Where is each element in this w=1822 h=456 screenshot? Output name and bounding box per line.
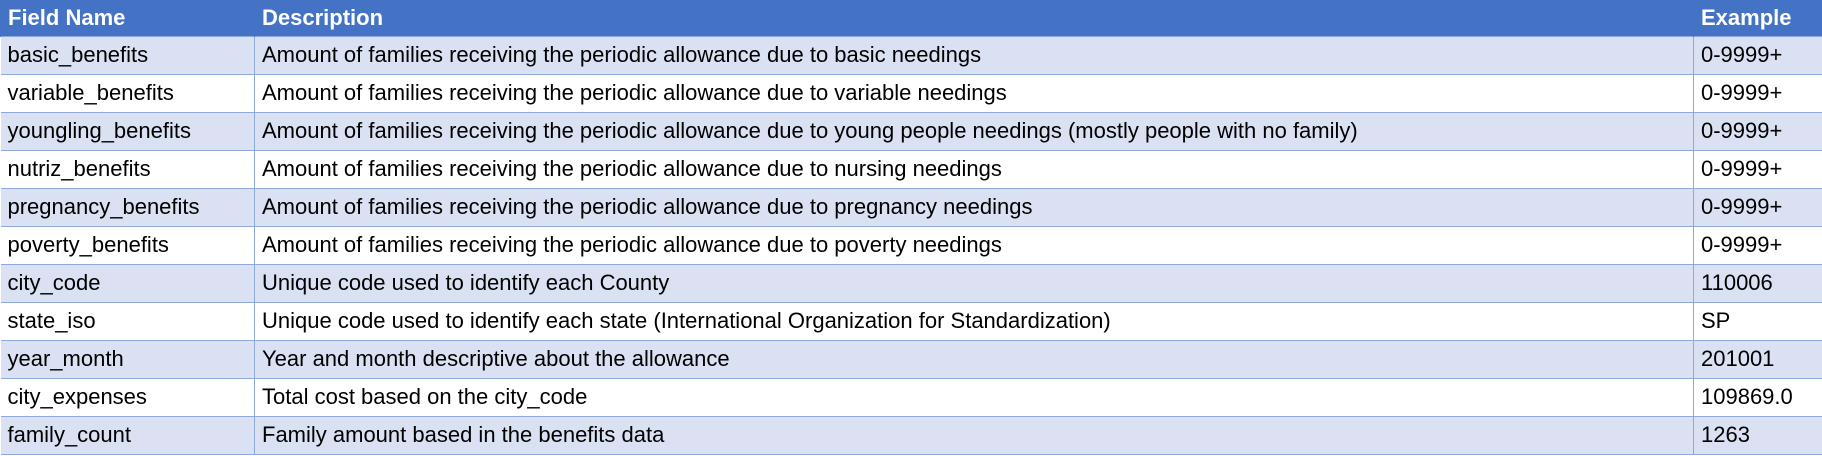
table-row[interactable]: state_iso Unique code used to identify e… bbox=[0, 301, 1822, 341]
example-cell[interactable]: 0-9999+ bbox=[1693, 225, 1822, 265]
description-cell[interactable]: Amount of families receiving the periodi… bbox=[254, 73, 1694, 113]
table-row[interactable]: nutriz_benefits Amount of families recei… bbox=[0, 149, 1822, 189]
table-body: basic_benefits Amount of families receiv… bbox=[0, 35, 1822, 455]
table-row[interactable]: city_code Unique code used to identify e… bbox=[0, 263, 1822, 303]
description-cell[interactable]: Amount of families receiving the periodi… bbox=[254, 35, 1694, 75]
table-header: Field Name Description Example bbox=[0, 0, 1822, 36]
description-cell[interactable]: Amount of families receiving the periodi… bbox=[254, 225, 1694, 265]
field-name-cell[interactable]: poverty_benefits bbox=[0, 225, 255, 265]
example-cell[interactable]: 0-9999+ bbox=[1693, 111, 1822, 151]
table-row[interactable]: year_month Year and month descriptive ab… bbox=[0, 339, 1822, 379]
field-name-cell[interactable]: youngling_benefits bbox=[0, 111, 255, 151]
field-name-header[interactable]: Field Name bbox=[0, 0, 255, 36]
description-cell[interactable]: Amount of families receiving the periodi… bbox=[254, 149, 1694, 189]
example-cell[interactable]: 0-9999+ bbox=[1693, 35, 1822, 75]
field-name-cell[interactable]: pregnancy_benefits bbox=[0, 187, 255, 227]
description-cell[interactable]: Unique code used to identify each state … bbox=[254, 301, 1694, 341]
table-row[interactable]: pregnancy_benefits Amount of families re… bbox=[0, 187, 1822, 227]
header-row: Field Name Description Example bbox=[0, 0, 1822, 36]
table-row[interactable]: basic_benefits Amount of families receiv… bbox=[0, 35, 1822, 75]
field-name-cell[interactable]: city_code bbox=[0, 263, 255, 303]
table-row[interactable]: poverty_benefits Amount of families rece… bbox=[0, 225, 1822, 265]
example-cell[interactable]: 0-9999+ bbox=[1693, 149, 1822, 189]
table-row[interactable]: family_count Family amount based in the … bbox=[0, 415, 1822, 455]
field-name-cell[interactable]: nutriz_benefits bbox=[0, 149, 255, 189]
field-name-cell[interactable]: basic_benefits bbox=[0, 35, 255, 75]
example-cell[interactable]: 201001 bbox=[1693, 339, 1822, 379]
description-cell[interactable]: Total cost based on the city_code bbox=[254, 377, 1694, 417]
field-name-cell[interactable]: variable_benefits bbox=[0, 73, 255, 113]
example-cell[interactable]: 109869.0 bbox=[1693, 377, 1822, 417]
description-cell[interactable]: Family amount based in the benefits data bbox=[254, 415, 1694, 455]
field-name-cell[interactable]: year_month bbox=[0, 339, 255, 379]
example-cell[interactable]: 1263 bbox=[1693, 415, 1822, 455]
field-name-cell[interactable]: family_count bbox=[0, 415, 255, 455]
description-cell[interactable]: Unique code used to identify each County bbox=[254, 263, 1694, 303]
table-row[interactable]: city_expenses Total cost based on the ci… bbox=[0, 377, 1822, 417]
description-header[interactable]: Description bbox=[254, 0, 1694, 36]
example-header[interactable]: Example bbox=[1693, 0, 1822, 36]
example-cell[interactable]: 0-9999+ bbox=[1693, 187, 1822, 227]
table-row[interactable]: youngling_benefits Amount of families re… bbox=[0, 111, 1822, 151]
description-cell[interactable]: Amount of families receiving the periodi… bbox=[254, 111, 1694, 151]
example-cell[interactable]: 0-9999+ bbox=[1693, 73, 1822, 113]
field-name-cell[interactable]: state_iso bbox=[0, 301, 255, 341]
table-row[interactable]: variable_benefits Amount of families rec… bbox=[0, 73, 1822, 113]
field-name-cell[interactable]: city_expenses bbox=[0, 377, 255, 417]
example-cell[interactable]: SP bbox=[1693, 301, 1822, 341]
description-cell[interactable]: Year and month descriptive about the all… bbox=[254, 339, 1694, 379]
description-cell[interactable]: Amount of families receiving the periodi… bbox=[254, 187, 1694, 227]
example-cell[interactable]: 110006 bbox=[1693, 263, 1822, 303]
